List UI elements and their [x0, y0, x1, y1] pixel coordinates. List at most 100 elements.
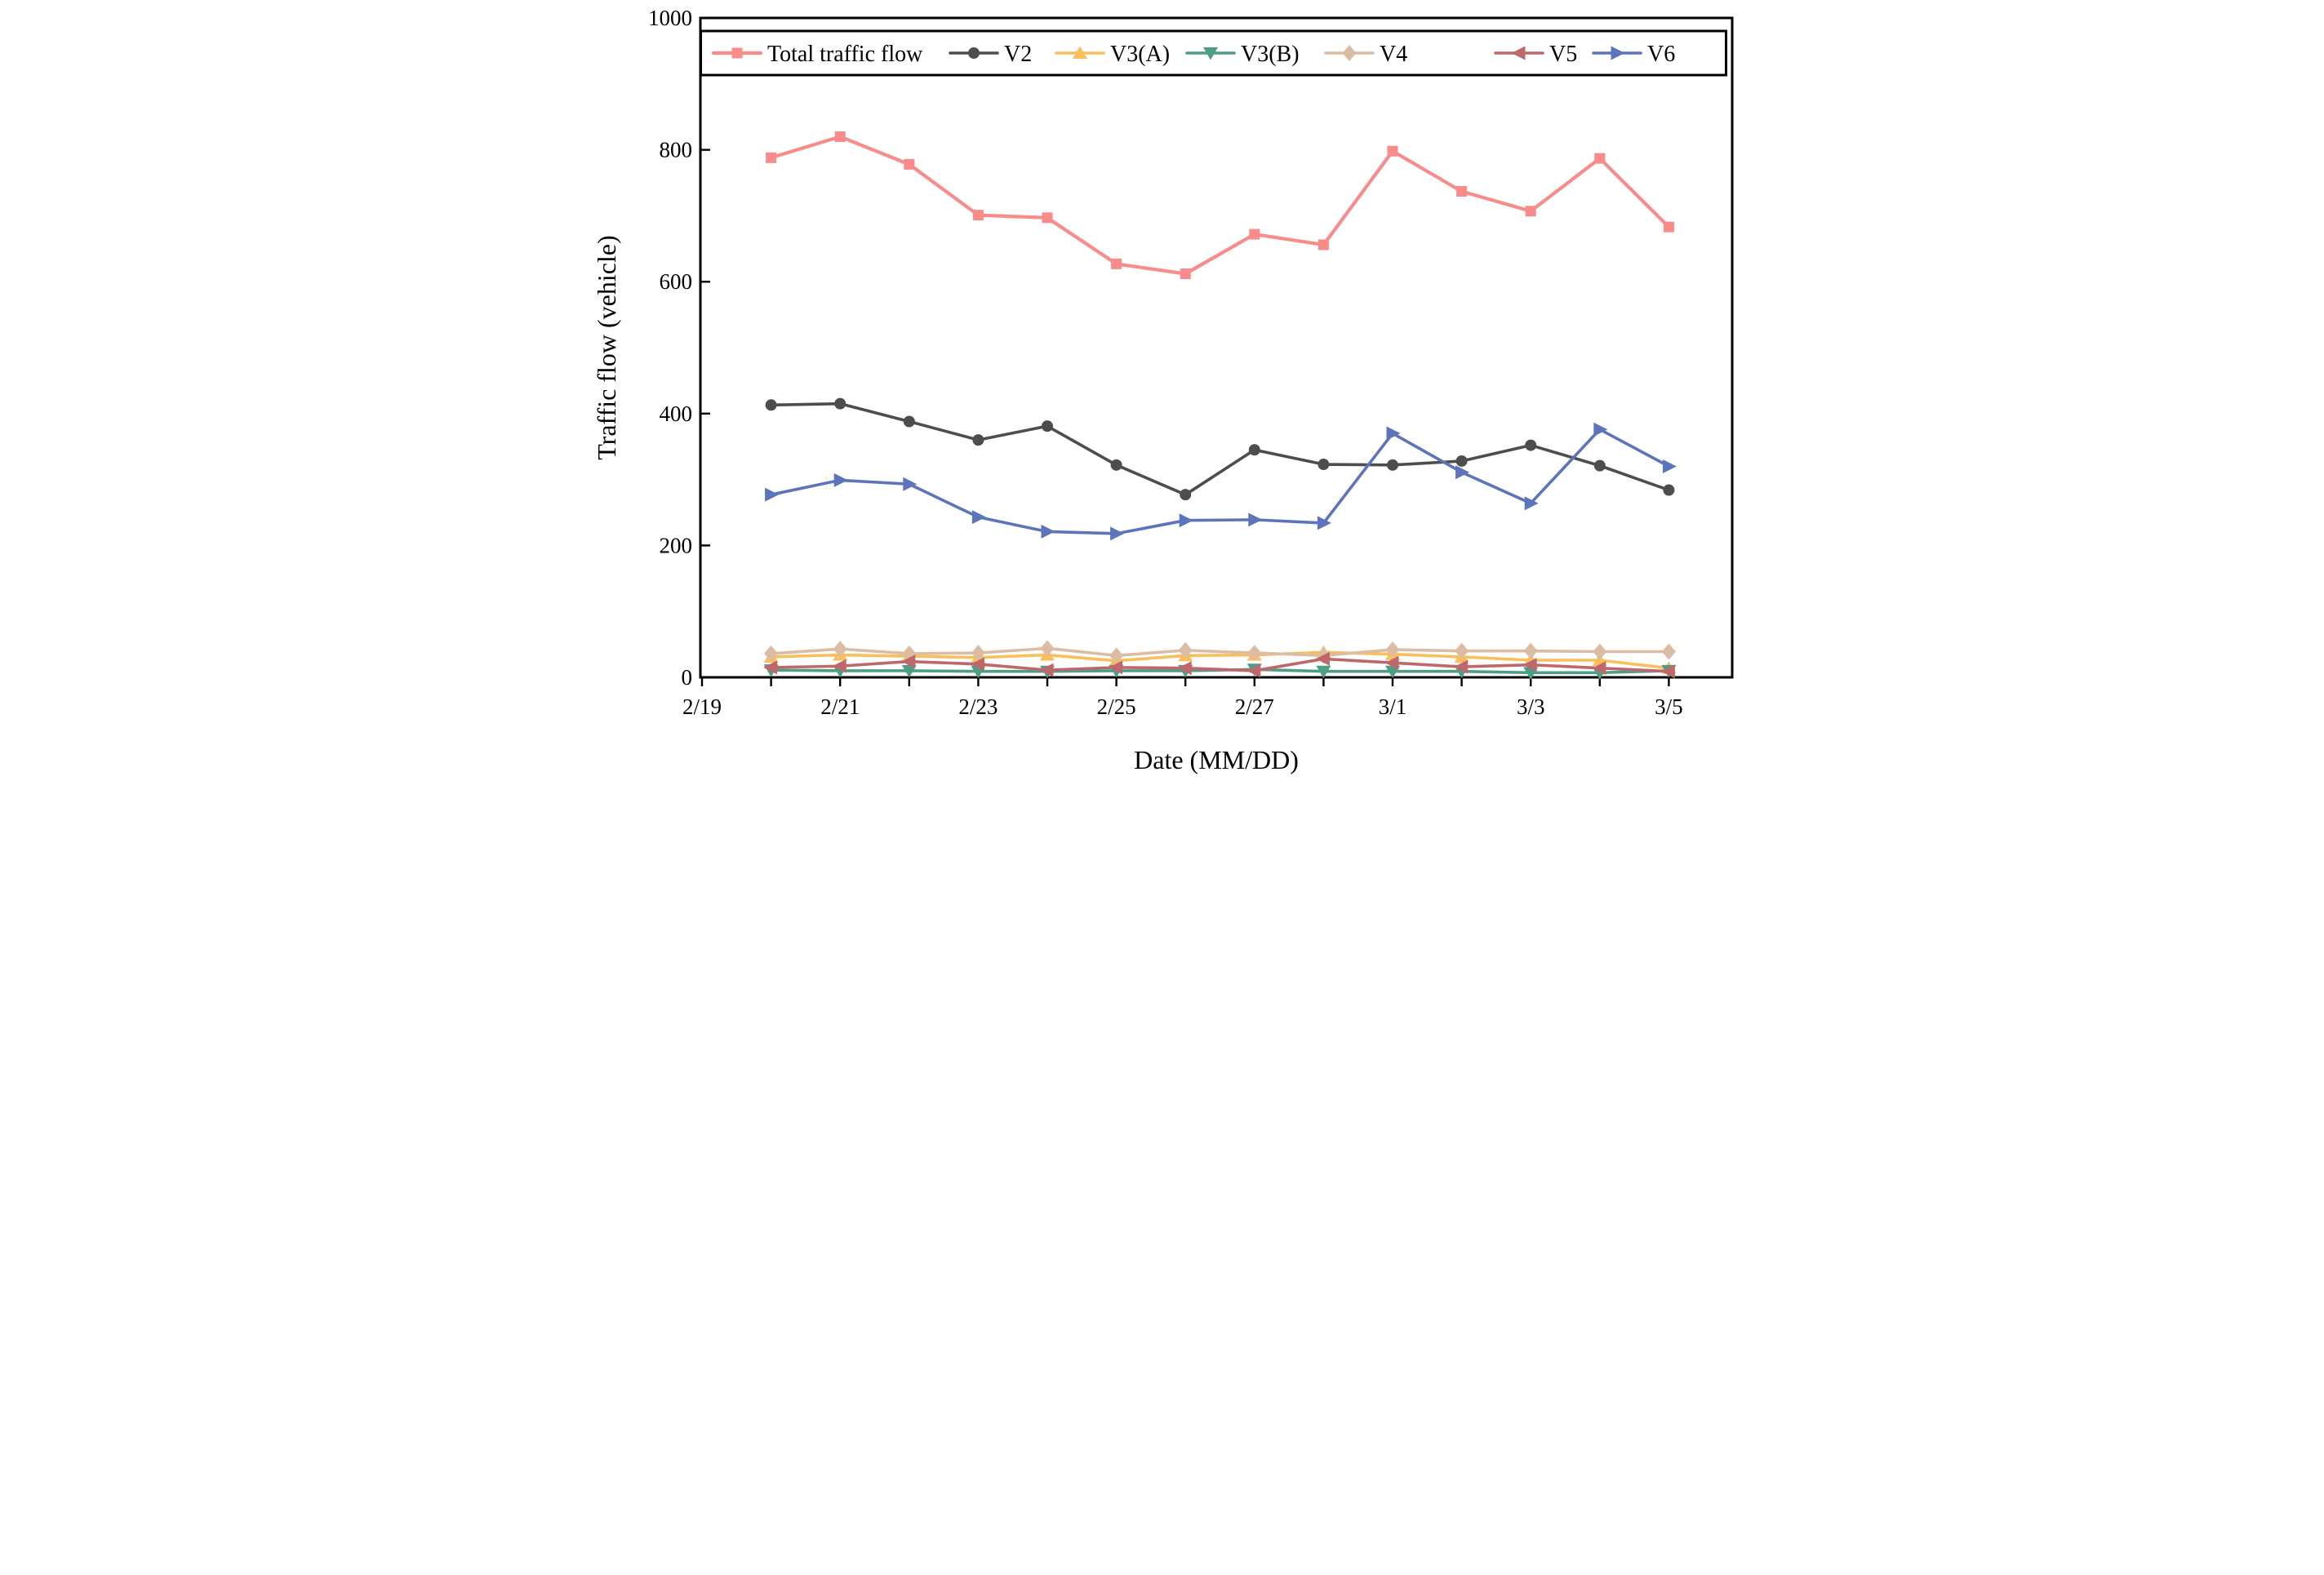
triangle-right-marker [1317, 516, 1331, 530]
x-tick-label: 2/23 [958, 694, 998, 719]
circle-marker [1386, 459, 1398, 471]
legend-item-v2: V2 [948, 42, 1032, 67]
legend-item-total-traffic-flow: Total traffic flow [711, 42, 923, 67]
circle-marker [1593, 459, 1606, 472]
x-tick-label: 2/21 [820, 694, 860, 719]
triangle-right-marker [971, 510, 986, 525]
circle-marker [1110, 459, 1122, 471]
series-v2 [765, 397, 1674, 501]
triangle-left-marker [1384, 655, 1398, 670]
square-marker [765, 152, 776, 163]
legend-label: V5 [1549, 42, 1577, 67]
triangle-left-marker [1660, 664, 1675, 679]
series-line [769, 402, 1670, 496]
triangle-right-marker [1524, 496, 1539, 511]
x-tick-label: 2/27 [1234, 694, 1273, 719]
diamond-marker [901, 645, 916, 662]
chart-canvas: 0 200 400 600 800 1000 2/19 2/21 2/23 2/25 2/27 3/1… [592, 6, 1733, 774]
diamond-marker [1109, 647, 1123, 664]
triangle-left-marker [900, 654, 915, 669]
diamond-icon [1342, 45, 1356, 61]
circle-marker [833, 397, 846, 410]
triangle-left-marker [1108, 660, 1122, 675]
diamond-marker [1178, 641, 1193, 659]
circle-marker [971, 434, 984, 446]
x-tick-label: 3/1 [1378, 694, 1406, 719]
triangle-left-marker [1315, 651, 1330, 666]
series-v6 [764, 422, 1677, 541]
x-tick-label: 3/3 [1516, 694, 1544, 719]
x-axis-title: Date (MM/DD) [1134, 745, 1299, 774]
triangle-left-marker [1039, 663, 1053, 677]
y-tick-label: 0 [681, 665, 692, 690]
legend-label: V6 [1647, 42, 1675, 67]
triangle-right-marker [1247, 512, 1262, 527]
circle-marker [1524, 439, 1536, 451]
triangle-left-marker [1246, 663, 1260, 678]
legend-label: Total traffic flow [767, 42, 923, 67]
square-marker [1593, 153, 1605, 164]
x-tick-label: 2/19 [682, 694, 721, 719]
triangle-right-icon [1611, 46, 1624, 60]
triangle-right-marker [764, 487, 779, 502]
triangle-left-marker [1522, 658, 1537, 672]
series-v5 [762, 651, 1675, 679]
triangle-right-marker [1455, 465, 1469, 480]
circle-icon [967, 47, 980, 59]
circle-marker [1179, 489, 1191, 501]
legend-label: V3(B) [1241, 42, 1300, 67]
square-marker [1042, 212, 1052, 224]
legend-item-v3-a-: V3(A) [1054, 42, 1170, 67]
square-marker [1318, 239, 1329, 251]
y-tick-label: 400 [659, 402, 692, 426]
diamond-marker [763, 645, 778, 662]
square-marker [1110, 258, 1122, 269]
y-tick-label: 600 [659, 269, 692, 294]
triangle-right-marker [1386, 426, 1400, 441]
diamond-marker [1523, 642, 1538, 659]
series-line [769, 657, 1670, 673]
triangle-left-marker [1591, 661, 1606, 676]
triangle-left-marker [1177, 661, 1192, 676]
diamond-marker [1246, 645, 1261, 662]
circle-marker [765, 399, 777, 411]
square-marker [1663, 221, 1674, 233]
triangle-down-marker [1315, 665, 1331, 679]
x-tick-label: 2/25 [1096, 694, 1135, 719]
legend-item-v6: V6 [1591, 42, 1675, 67]
circle-marker [1317, 459, 1329, 471]
circle-marker [903, 415, 915, 428]
diamond-marker [971, 645, 985, 662]
square-marker [972, 210, 984, 221]
triangle-right-marker [833, 472, 848, 487]
x-tick-label: 3/5 [1655, 694, 1683, 719]
square-marker [1525, 206, 1536, 217]
legend-label: V4 [1380, 42, 1407, 67]
traffic-flow-chart: 0 200 400 600 800 1000 2/19 2/21 2/23 2/25 2/27 3/1… [580, 0, 1744, 788]
square-marker [1455, 186, 1467, 197]
square-marker [1180, 268, 1191, 280]
triangle-down-marker [1384, 665, 1400, 679]
series-line [769, 135, 1671, 276]
plot-border [699, 16, 1733, 679]
triangle-left-icon [1511, 46, 1525, 60]
circle-marker [1248, 444, 1260, 456]
legend-item-v5: V5 [1493, 42, 1577, 67]
legend-label: V2 [1004, 42, 1032, 67]
y-axis-title: Traffic flow (vehicle) [592, 235, 621, 459]
series-line [769, 650, 1670, 670]
triangle-right-marker [1041, 524, 1055, 539]
triangle-down-marker [901, 664, 917, 678]
triangle-up-icon [1072, 46, 1087, 59]
triangle-left-marker [1453, 659, 1468, 674]
triangle-down-icon [1202, 47, 1218, 60]
square-marker [834, 131, 846, 142]
legend: Total traffic flow V2 V3(A) V3(B) V4 V5 V6 [699, 29, 1727, 77]
square-icon [731, 47, 742, 59]
triangle-right-marker [1593, 422, 1607, 437]
diamond-marker [1454, 642, 1469, 659]
circle-marker [1662, 484, 1674, 496]
triangle-left-marker [832, 659, 847, 673]
triangle-left-marker [762, 660, 777, 675]
triangle-right-marker [1179, 513, 1193, 528]
